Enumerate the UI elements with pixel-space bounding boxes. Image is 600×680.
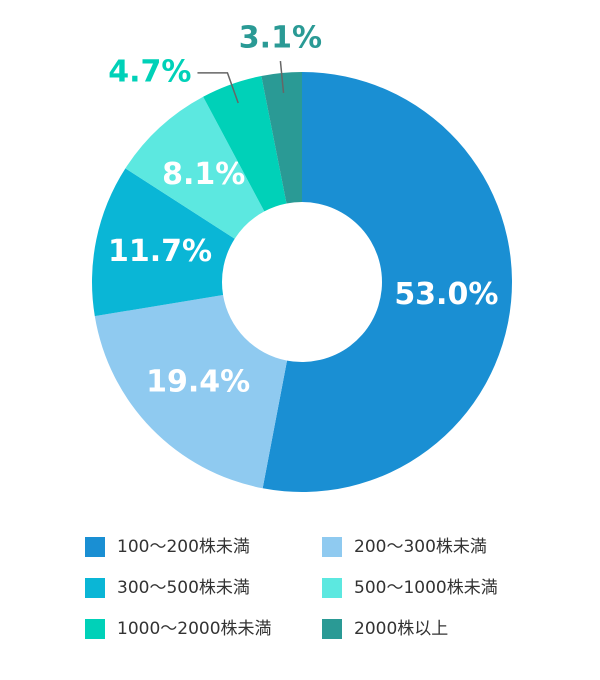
donut-segment <box>262 72 512 492</box>
legend-swatch <box>322 578 342 598</box>
donut-segment <box>203 75 287 212</box>
legend-swatch <box>322 619 342 639</box>
legend-label: 1000〜2000株未満 <box>117 619 272 639</box>
legend-label: 2000株以上 <box>354 619 448 639</box>
legend-label: 300〜500株未満 <box>117 578 250 598</box>
donut-segment <box>94 295 288 489</box>
legend-swatch <box>322 537 342 557</box>
leader-line <box>197 72 239 104</box>
value-label: 19.4% <box>146 365 250 400</box>
leader-line <box>279 60 285 93</box>
donut-segment <box>92 168 235 317</box>
legend-swatch <box>85 619 105 639</box>
legend-swatch <box>85 537 105 557</box>
value-label: 11.7% <box>108 234 212 269</box>
legend-label: 500〜1000株未満 <box>354 578 498 598</box>
legend-swatch <box>85 578 105 598</box>
value-label: 3.1% <box>239 21 322 56</box>
donut-segment <box>261 72 302 204</box>
legend-label: 200〜300株未満 <box>354 537 487 557</box>
value-label: 53.0% <box>394 277 498 312</box>
value-label: 4.7% <box>108 54 191 89</box>
value-label: 8.1% <box>162 157 245 192</box>
legend-label: 100〜200株未満 <box>117 537 250 557</box>
donut-segment <box>125 96 265 239</box>
